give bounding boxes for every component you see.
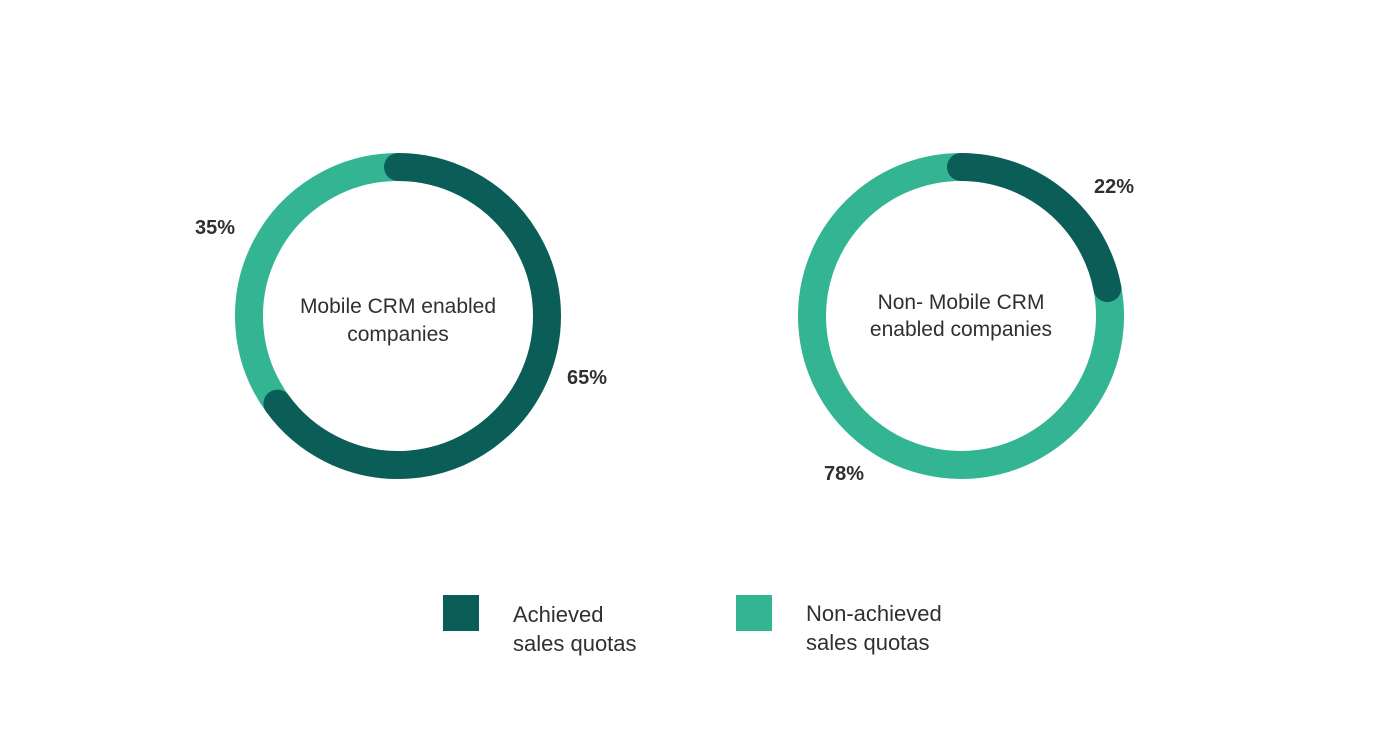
slice-non-achieved bbox=[235, 153, 412, 418]
legend-label-line-1: Achieved bbox=[513, 602, 604, 627]
legend-label-line-2: sales quotas bbox=[513, 631, 637, 656]
legend-item-non-achieved: Non-achieved sales quotas bbox=[736, 595, 942, 655]
data-label-non-achieved: 35% bbox=[195, 217, 235, 239]
data-label-non-achieved: 78% bbox=[824, 463, 864, 485]
slice-non-achieved bbox=[798, 153, 1124, 479]
legend: Achieved sales quotas Non-achieved sales… bbox=[443, 595, 942, 656]
data-label-achieved: 65% bbox=[567, 367, 607, 389]
slice-achieved bbox=[263, 153, 561, 479]
data-label-achieved: 22% bbox=[1094, 176, 1134, 198]
legend-swatch-achieved bbox=[443, 595, 479, 631]
donut-chart-mobile-crm: Mobile CRM enabled companies 65% 35% bbox=[195, 153, 607, 479]
center-label-line-2: companies bbox=[347, 323, 449, 346]
donut-chart-non-mobile-crm: Non- Mobile CRM enabled companies 22% 78… bbox=[798, 153, 1134, 485]
donut-ring bbox=[235, 153, 561, 479]
center-label-line-1: Non- Mobile CRM bbox=[878, 291, 1045, 314]
legend-swatch-non-achieved bbox=[736, 595, 772, 631]
legend-label-line-1: Non-achieved bbox=[806, 601, 942, 626]
slice-achieved bbox=[947, 153, 1122, 303]
donut-ring bbox=[798, 153, 1124, 479]
center-label-line-2: enabled companies bbox=[870, 318, 1052, 341]
legend-item-achieved: Achieved sales quotas bbox=[443, 595, 637, 656]
center-label-line-1: Mobile CRM enabled bbox=[300, 295, 496, 318]
legend-label-line-2: sales quotas bbox=[806, 630, 930, 655]
